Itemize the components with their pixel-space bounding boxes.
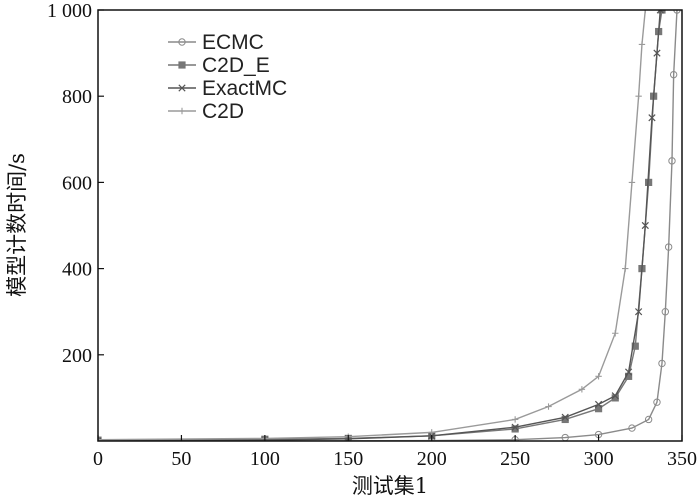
x-tick-label: 300 xyxy=(584,448,614,470)
data-point xyxy=(653,49,661,57)
series-line xyxy=(98,10,678,441)
y-tick-label: 200 xyxy=(62,345,92,367)
legend-marker xyxy=(178,107,186,115)
plot-area xyxy=(98,10,681,441)
data-point xyxy=(622,265,629,272)
legend-label: ExactMC xyxy=(202,77,287,100)
data-point xyxy=(595,373,602,380)
data-point xyxy=(664,243,673,251)
data-point xyxy=(669,70,678,79)
series-c2d-e xyxy=(98,10,666,441)
series-c2d xyxy=(98,10,649,441)
data-point xyxy=(561,415,569,424)
data-point xyxy=(98,437,102,441)
data-point xyxy=(642,10,649,14)
data-point xyxy=(561,413,569,421)
legend-item: C2D xyxy=(168,100,244,123)
data-point xyxy=(658,359,666,368)
axes-frame xyxy=(97,9,683,442)
x-axis-title: 测试集1 xyxy=(352,474,428,498)
data-point xyxy=(511,425,519,433)
data-point xyxy=(644,415,653,424)
x-tick-label: 100 xyxy=(250,448,280,470)
series-ecmc xyxy=(98,10,681,441)
data-point xyxy=(661,308,670,316)
legend-marker xyxy=(178,38,186,46)
data-point xyxy=(631,342,639,350)
data-point xyxy=(98,436,102,441)
data-point xyxy=(611,392,619,400)
legend-item: ExactMC xyxy=(168,77,287,100)
x-axis: 0 50 100 150 200 250 300 350 xyxy=(93,435,697,470)
legend-label: C2D xyxy=(202,100,244,123)
legend-label: ECMC xyxy=(202,31,264,54)
y-tick-label: 400 xyxy=(62,259,92,281)
series-line xyxy=(98,10,662,441)
y-tick-label: 800 xyxy=(62,86,92,108)
data-point xyxy=(656,10,664,14)
data-point xyxy=(612,330,619,337)
series-line xyxy=(98,10,663,441)
x-tick-label: 150 xyxy=(333,448,363,470)
data-point xyxy=(638,41,646,48)
legend-marker xyxy=(178,61,186,69)
data-point xyxy=(628,424,636,432)
series-line xyxy=(98,10,646,441)
y-axis-title: 模型计数时间/s xyxy=(5,153,29,297)
data-point xyxy=(428,429,435,436)
legend-label: C2D_E xyxy=(202,54,270,77)
data-point xyxy=(545,403,552,410)
y-tick-label: 600 xyxy=(62,172,92,194)
data-point xyxy=(511,423,519,431)
x-tick-label: 0 xyxy=(93,448,103,470)
data-point xyxy=(578,386,586,393)
data-point xyxy=(653,398,661,406)
x-tick-label: 200 xyxy=(417,448,447,470)
legend-item: C2D_E xyxy=(168,54,270,77)
legend-item: ECMC xyxy=(168,31,264,54)
x-tick-label: 250 xyxy=(500,448,530,470)
data-point xyxy=(641,221,649,230)
y-axis: 200 400 600 800 1 000 xyxy=(47,0,104,367)
data-point xyxy=(628,179,636,186)
legend-marker xyxy=(178,84,186,92)
data-point xyxy=(648,114,656,122)
data-point xyxy=(511,416,519,423)
data-point xyxy=(668,157,676,165)
series-exactmc xyxy=(98,10,664,441)
x-tick-label: 50 xyxy=(171,448,191,470)
data-point xyxy=(635,93,642,100)
data-point xyxy=(594,405,603,413)
x-tick-label: 350 xyxy=(667,448,697,470)
data-point xyxy=(634,308,643,316)
data-point xyxy=(594,400,603,408)
y-tick-label: 1 000 xyxy=(47,0,92,22)
data-point xyxy=(624,368,633,376)
